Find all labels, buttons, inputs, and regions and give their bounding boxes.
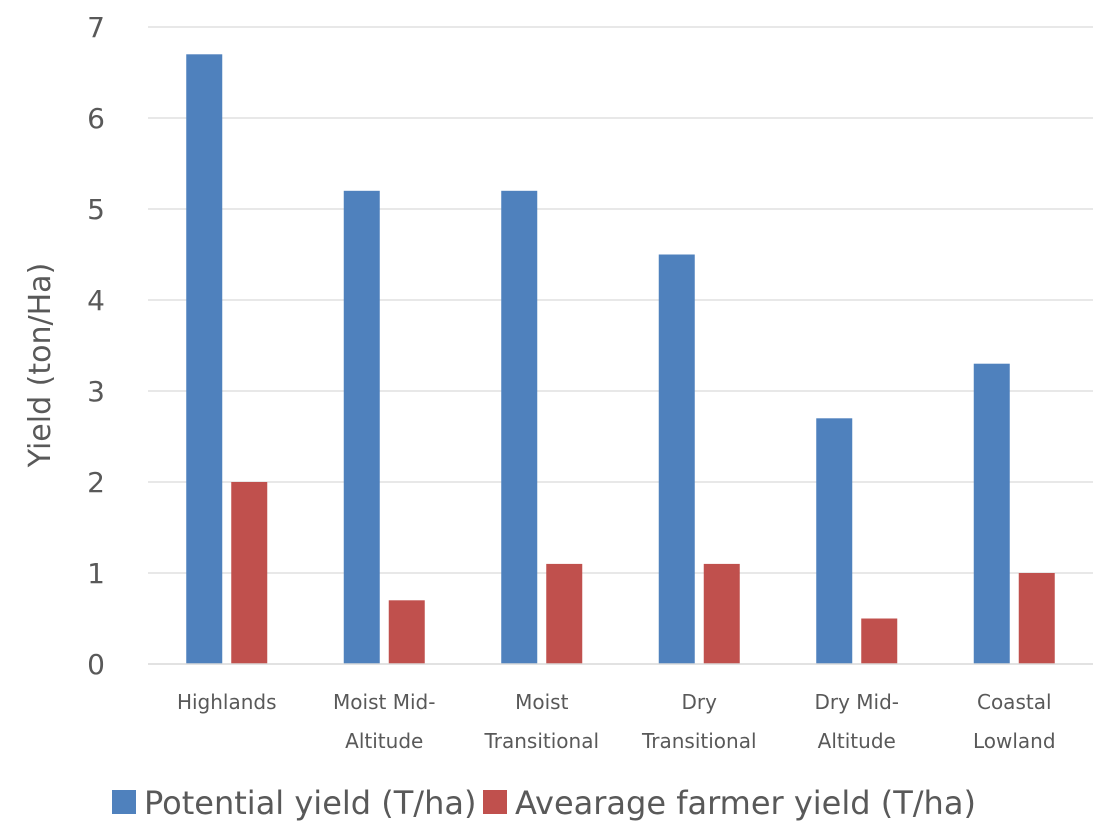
legend: Potential yield (T/ha) Avearage farmer yi… [112, 784, 976, 822]
x-category-label: Transitional [641, 729, 757, 753]
y-tick-label: 4 [87, 284, 105, 317]
gridlines [148, 26, 1093, 574]
x-category-label: Moist Mid- [333, 690, 435, 714]
y-axis-ticks: 0 1 2 3 4 5 6 7 [87, 11, 105, 681]
x-category-label: Highlands [177, 690, 277, 714]
x-axis-category-labels: Highlands Moist Mid- Altitude Moist Transiti… [177, 690, 1056, 753]
y-tick-label: 3 [87, 375, 105, 408]
bar-potential-5 [973, 363, 1010, 664]
x-category-label: Moist [515, 690, 568, 714]
x-category-label: Dry Mid- [814, 690, 899, 714]
legend-swatch [483, 790, 507, 814]
y-tick-label: 0 [87, 648, 105, 681]
y-axis-label: Yield (ton/Ha) [23, 263, 58, 469]
y-tick-label: 5 [87, 193, 105, 226]
legend-label: Potential yield (T/ha) [144, 784, 476, 822]
legend-swatch [112, 790, 136, 814]
bar-farmer-1 [388, 600, 425, 664]
bar-potential-4 [816, 418, 853, 664]
bar-farmer-0 [231, 482, 268, 664]
x-category-label: Dry [682, 690, 718, 714]
bar-farmer-4 [861, 618, 898, 664]
x-category-label: Transitional [483, 729, 599, 753]
bar-potential-3 [658, 254, 695, 664]
x-category-label: Altitude [818, 729, 896, 753]
y-tick-label: 7 [87, 11, 105, 44]
y-tick-label: 2 [87, 466, 105, 499]
bar-farmer-5 [1018, 573, 1055, 664]
bar-farmer-3 [703, 563, 740, 664]
y-tick-label: 1 [87, 557, 105, 590]
x-category-label: Lowland [973, 729, 1056, 753]
y-tick-label: 6 [87, 102, 105, 135]
bar-potential-0 [186, 54, 223, 665]
bar-potential-2 [501, 190, 538, 665]
legend-label: Avearage farmer yield (T/ha) [515, 784, 976, 822]
x-category-label: Coastal [977, 690, 1052, 714]
bar-farmer-2 [546, 563, 583, 664]
bar-potential-1 [343, 190, 380, 665]
bars [186, 54, 1055, 665]
x-category-label: Altitude [345, 729, 423, 753]
